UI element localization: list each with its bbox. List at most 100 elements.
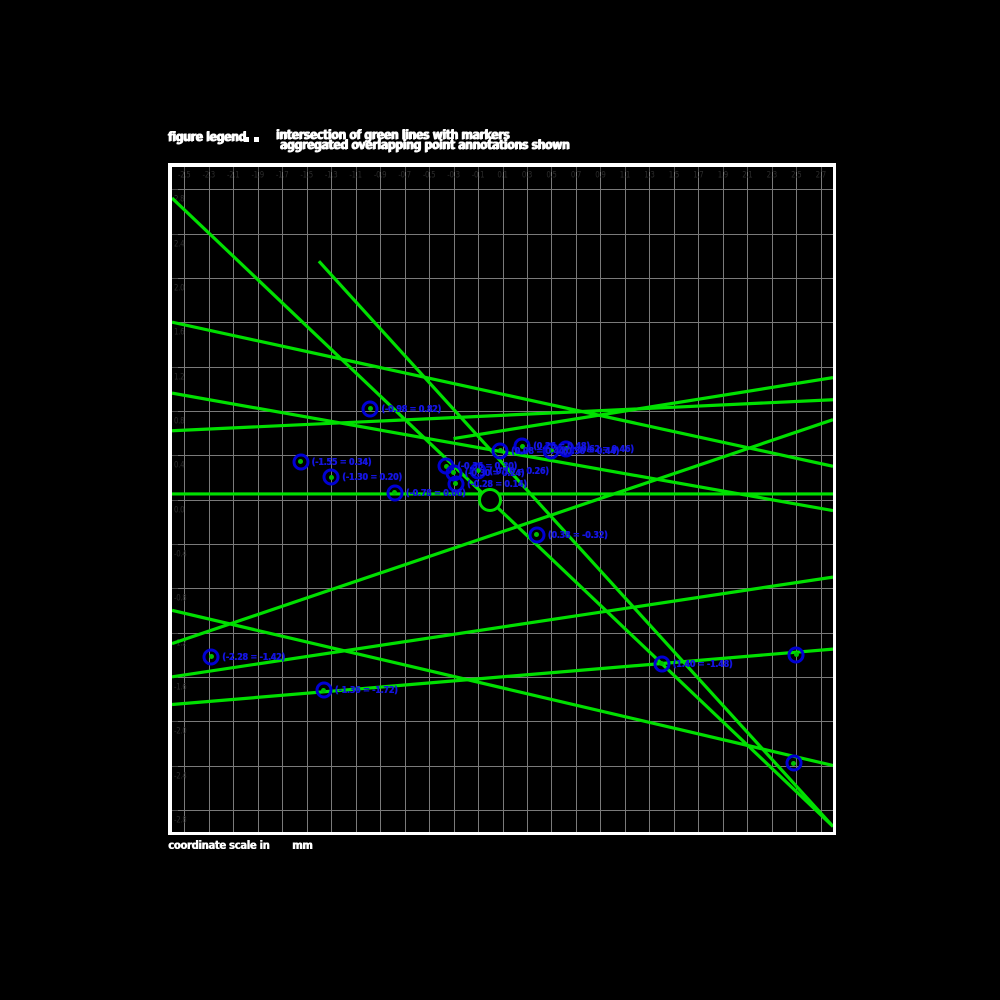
x-tick-mark <box>380 167 382 172</box>
data-point-marker[interactable] <box>528 526 546 544</box>
x-tick-mark <box>820 167 822 172</box>
y-tick-mark <box>172 632 178 634</box>
data-line <box>172 320 833 468</box>
data-line <box>317 260 833 828</box>
figure-caption: coordinate scale in mm <box>168 840 568 856</box>
y-tick-label: 0.4 <box>174 460 185 471</box>
marker-center-dot <box>392 490 398 496</box>
data-point-marker[interactable] <box>315 681 333 699</box>
data-point-label: (-2.28 = -1.42) <box>222 651 285 663</box>
legend-marker-dot-1 <box>244 137 249 142</box>
marker-center-dot <box>563 446 569 452</box>
y-tick-mark <box>172 809 178 811</box>
x-tick-label: -1.3 <box>324 170 338 180</box>
plot-area: -2.5 -2.3 -2.1 -1.9 -1.7 -1.5 -1.3 -1.1 -0.9 -0.7… <box>172 167 833 832</box>
data-point-label: (-1.55 = 0.34) <box>311 456 372 468</box>
figure-title-block: figure legend intersection of green line… <box>168 126 588 158</box>
x-tick-mark <box>429 167 431 172</box>
y-tick-mark <box>172 277 178 279</box>
x-tick-mark <box>624 167 626 172</box>
x-tick-mark <box>233 167 235 172</box>
gridline-horizontal <box>172 233 833 235</box>
data-point-label: (-1.36 = -1.72) <box>334 684 398 696</box>
data-point-marker[interactable] <box>491 442 509 460</box>
gridline-horizontal <box>172 366 833 368</box>
data-point-label: (0.26 = 0.48) <box>533 440 590 452</box>
y-tick-label: 2.0 <box>174 282 185 293</box>
data-line <box>172 418 833 646</box>
x-tick-mark <box>257 167 259 172</box>
x-tick-label: -0.7 <box>398 170 411 180</box>
x-tick-mark <box>208 167 210 172</box>
x-tick-label: -2.5 <box>178 170 191 180</box>
x-tick-mark <box>331 167 333 172</box>
y-tick-label: 1.6 <box>174 327 185 338</box>
y-tick-mark <box>172 410 178 412</box>
data-point-marker[interactable] <box>322 468 340 486</box>
x-tick-label: 2.1 <box>742 170 753 180</box>
x-tick-label: 2.5 <box>791 170 802 180</box>
caption-text: coordinate scale in <box>168 840 270 853</box>
x-tick-label: 2.3 <box>766 170 778 180</box>
x-tick-mark <box>722 167 724 172</box>
x-tick-label: 1.7 <box>693 170 704 180</box>
x-tick-mark <box>649 167 651 172</box>
gridline-horizontal <box>172 277 833 279</box>
x-tick-mark <box>453 167 455 172</box>
data-point-marker[interactable] <box>787 646 805 664</box>
x-tick-mark <box>673 167 675 172</box>
origin-marker[interactable] <box>478 487 503 512</box>
data-point-marker[interactable] <box>557 440 575 458</box>
y-tick-mark <box>172 189 178 191</box>
data-point-label: (0.50 = 0.44) <box>562 445 619 457</box>
data-point-marker[interactable] <box>361 400 379 418</box>
data-point-marker[interactable] <box>292 453 310 471</box>
y-tick-mark <box>172 721 178 723</box>
gridline-horizontal <box>172 809 833 811</box>
caption-unit: mm <box>292 840 313 853</box>
data-point-label: (-0.30 = 0.24) <box>464 467 525 479</box>
x-tick-mark <box>796 167 798 172</box>
x-tick-mark <box>575 167 577 172</box>
data-point-label: (-0.10 = 0.26) <box>489 465 549 477</box>
data-point-marker[interactable] <box>386 484 404 502</box>
y-tick-label: 2.8 <box>174 194 185 205</box>
x-tick-label: -1.7 <box>275 170 289 180</box>
gridline-horizontal <box>172 588 833 590</box>
data-point-marker[interactable] <box>469 462 487 480</box>
y-tick-label: -0.8 <box>174 593 187 604</box>
y-tick-label: -0.4 <box>174 548 187 559</box>
x-tick-label: 0.1 <box>497 170 508 180</box>
data-point-marker[interactable] <box>447 475 465 493</box>
y-tick-label: 0.0 <box>174 504 185 515</box>
gridline-horizontal <box>172 410 833 412</box>
title-main-line-1: intersection of green lines with markers <box>276 127 510 143</box>
gridline-horizontal <box>172 632 833 634</box>
y-tick-label: -1.6 <box>174 681 187 692</box>
x-tick-label: -0.1 <box>471 170 485 180</box>
data-point-marker[interactable] <box>513 437 531 455</box>
x-tick-label: -0.9 <box>373 170 387 180</box>
data-point-label: (0.08 = 0.44) <box>511 445 568 457</box>
marker-center-dot <box>548 448 554 454</box>
marker-center-dot <box>208 654 214 660</box>
x-tick-label: -0.5 <box>422 170 436 180</box>
x-tick-mark <box>184 167 186 172</box>
data-point-marker[interactable] <box>785 754 803 772</box>
x-tick-label: 2.7 <box>815 170 827 180</box>
gridline-horizontal <box>172 721 833 723</box>
y-tick-mark <box>172 499 178 501</box>
y-tick-label: 1.2 <box>174 371 185 382</box>
y-tick-mark <box>172 366 178 368</box>
legend-marker-dot-2 <box>254 137 259 142</box>
x-tick-mark <box>526 167 528 172</box>
gridline-horizontal <box>172 189 833 191</box>
data-point-marker[interactable] <box>653 655 671 673</box>
y-tick-mark <box>172 455 178 457</box>
y-tick-label: -2.0 <box>174 726 187 737</box>
x-tick-label: 0.7 <box>570 170 582 180</box>
data-point-label: (0.38 = -0.32) <box>547 529 608 541</box>
marker-center-dot <box>453 481 459 487</box>
marker-center-dot <box>519 443 525 449</box>
data-point-marker[interactable] <box>202 648 220 666</box>
